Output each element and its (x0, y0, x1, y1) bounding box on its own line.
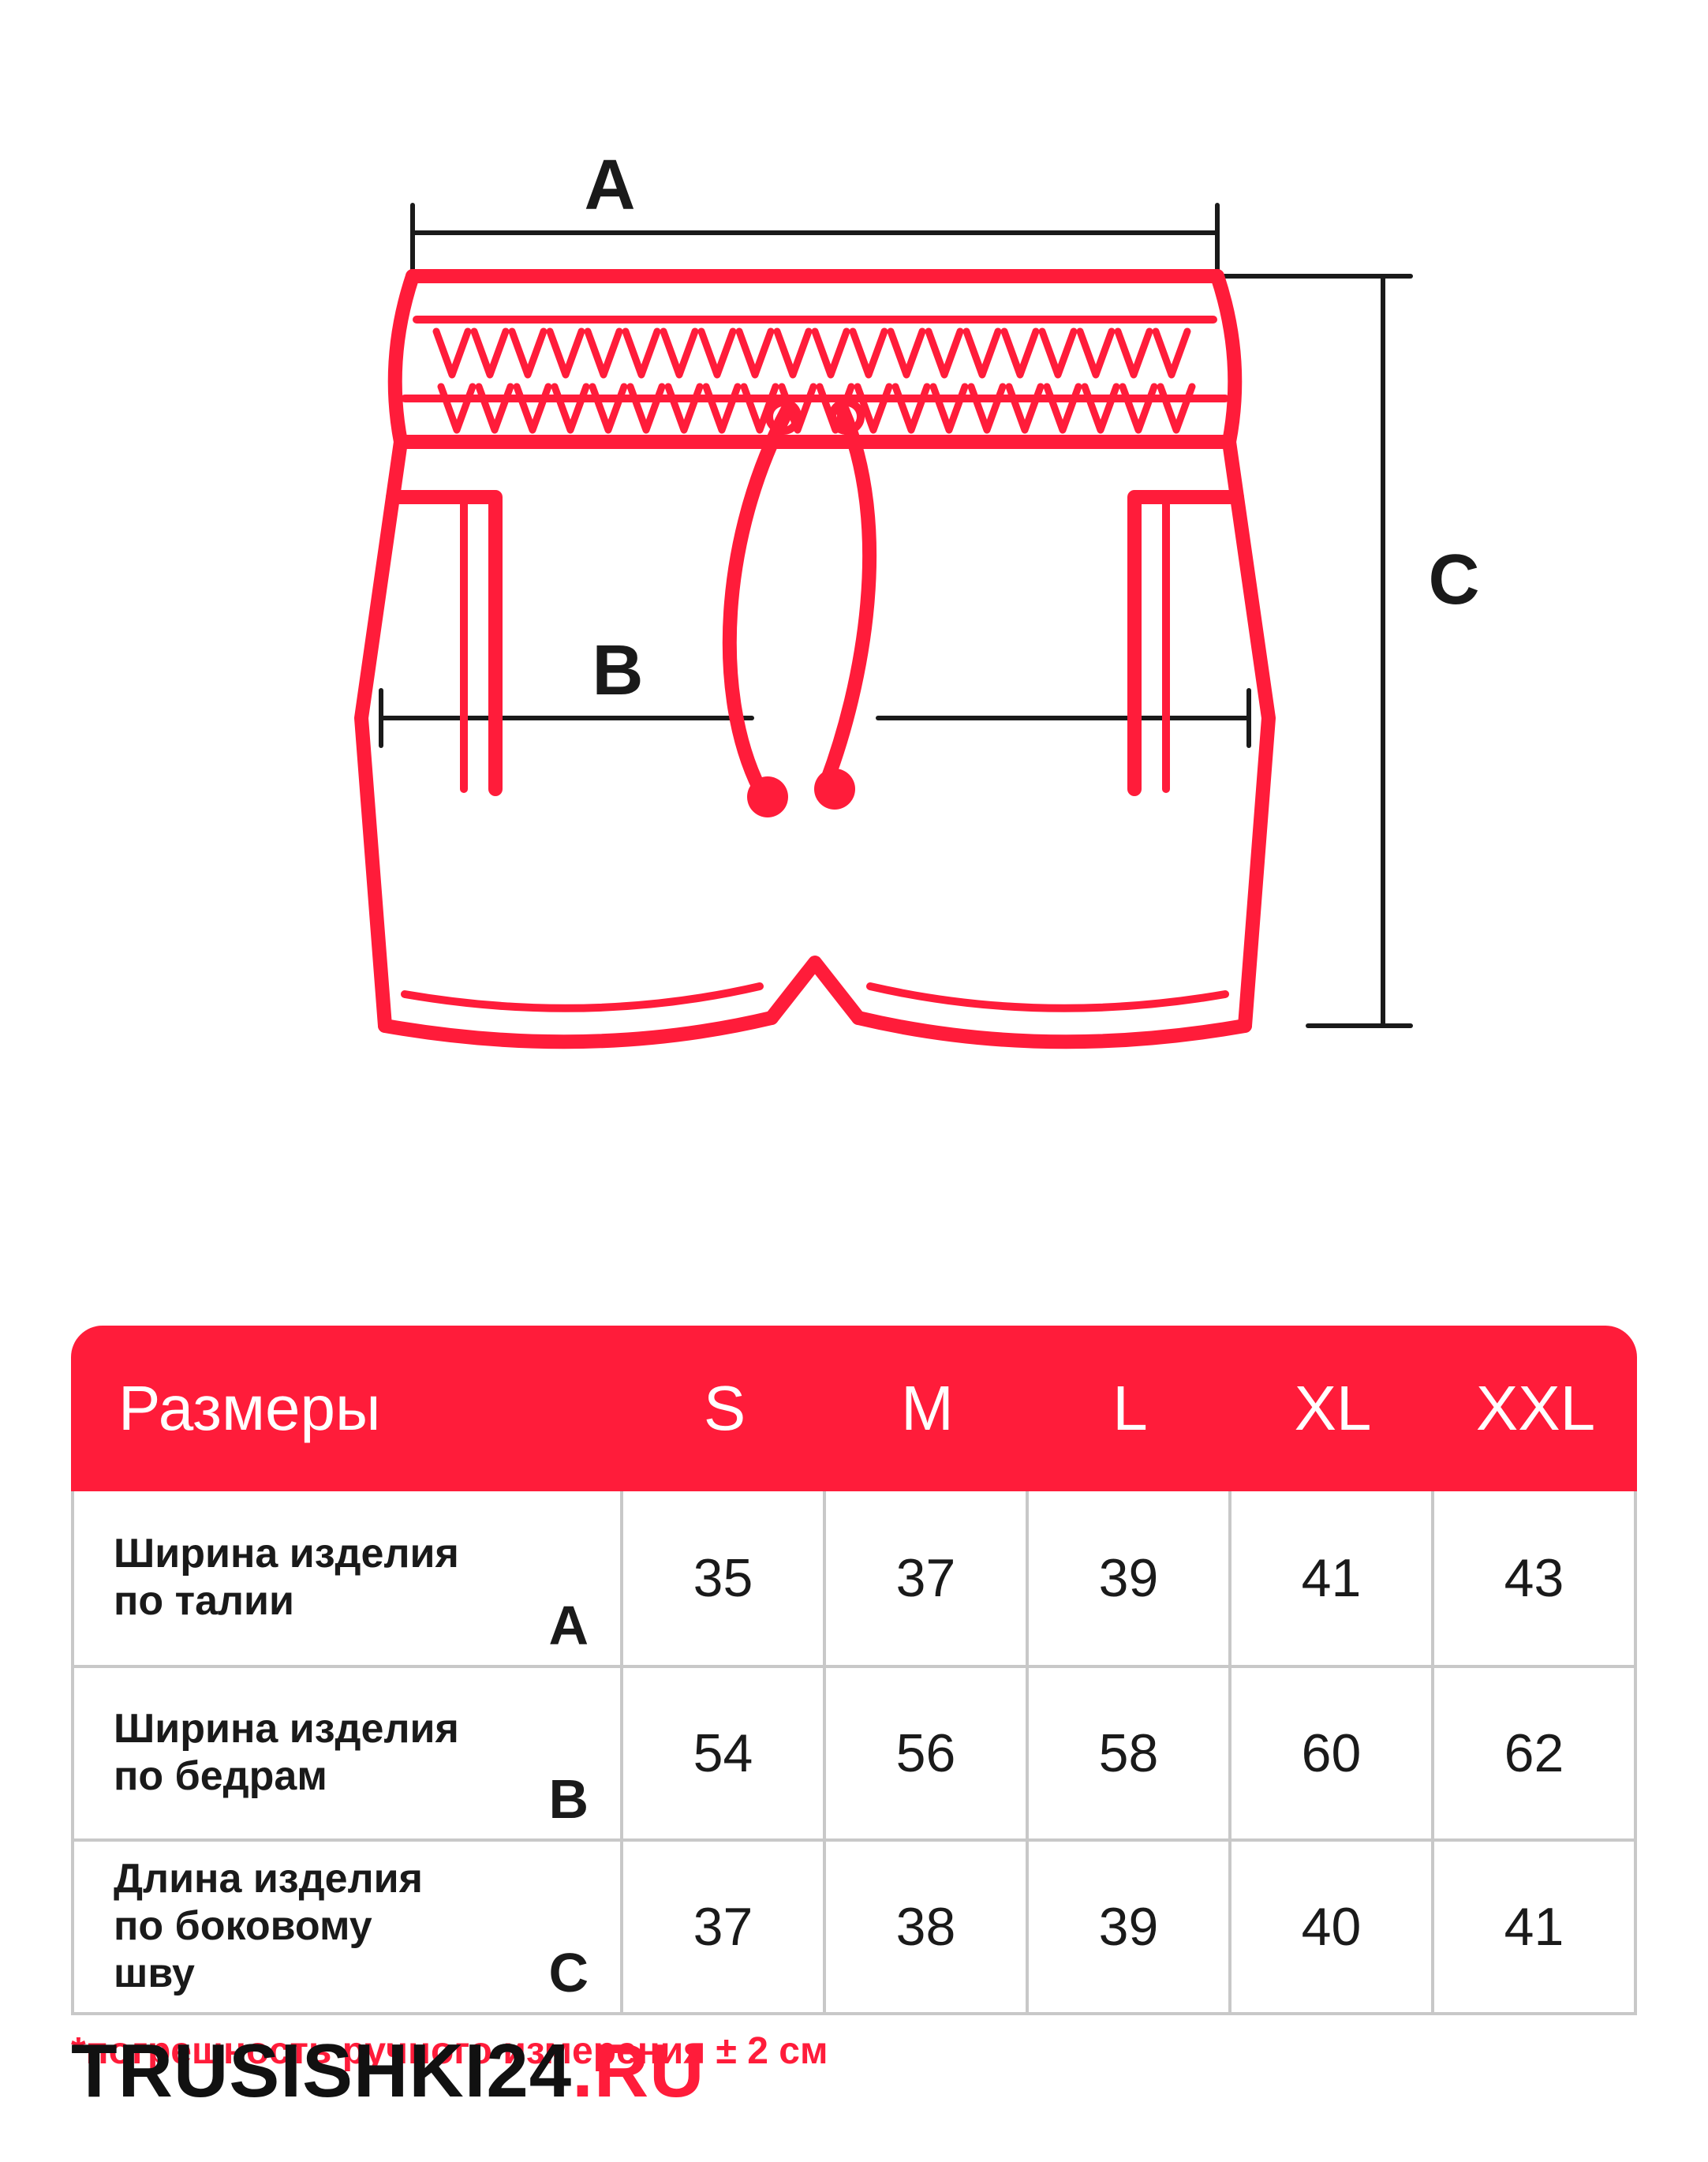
cell: 41 (1434, 1842, 1634, 2012)
cell: 60 (1231, 1668, 1434, 1838)
cell: 41 (1231, 1491, 1434, 1665)
row-label-text: Длина изделия по боковому шву (114, 1856, 589, 1997)
header-size-xxl: XXL (1434, 1372, 1637, 1445)
svg-text:A: A (584, 146, 635, 225)
logo-black: TRUSISHKI24 (71, 2029, 572, 2113)
row-label-a: Ширина изделия по талии A (74, 1491, 623, 1665)
shorts-diagram: A C B (0, 103, 1708, 1168)
shorts-svg: A C B (184, 103, 1525, 1168)
row-label-b: Ширина изделия по бедрам B (74, 1668, 623, 1838)
row-letter: A (548, 1594, 589, 1657)
cell: 35 (623, 1491, 826, 1665)
svg-text:B: B (592, 631, 643, 710)
cell: 62 (1434, 1668, 1634, 1838)
table-row: Длина изделия по боковому шву C 37 38 39… (74, 1838, 1634, 2012)
logo-red: RU (594, 2029, 705, 2113)
header-size-xl: XL (1231, 1372, 1434, 1445)
row-label-text: Ширина изделия по талии (114, 1531, 589, 1625)
table-body: Ширина изделия по талии A 35 37 39 41 43… (71, 1491, 1637, 2015)
brand-logo: TRUSISHKI24.RU (71, 2028, 705, 2115)
logo-dot: . (572, 2029, 594, 2113)
header-size-s: S (623, 1372, 826, 1445)
cell: 39 (1029, 1491, 1231, 1665)
cell: 54 (623, 1668, 826, 1838)
row-letter: B (548, 1767, 589, 1831)
cell: 38 (826, 1842, 1029, 2012)
row-label-text: Ширина изделия по бедрам (114, 1706, 589, 1801)
cell: 56 (826, 1668, 1029, 1838)
header-size-l: L (1029, 1372, 1231, 1445)
cell: 37 (623, 1842, 826, 2012)
cell: 37 (826, 1491, 1029, 1665)
row-label-c: Длина изделия по боковому шву C (74, 1842, 623, 2012)
size-table: Размеры S M L XL XXL Ширина изделия по т… (71, 1326, 1637, 2073)
cell: 39 (1029, 1842, 1231, 2012)
header-sizes-label: Размеры (71, 1372, 623, 1445)
cell: 40 (1231, 1842, 1434, 2012)
table-header-row: Размеры S M L XL XXL (71, 1326, 1637, 1491)
svg-text:C: C (1428, 540, 1479, 619)
table-row: Ширина изделия по талии A 35 37 39 41 43 (74, 1491, 1634, 1665)
table-row: Ширина изделия по бедрам B 54 56 58 60 6… (74, 1665, 1634, 1838)
cell: 58 (1029, 1668, 1231, 1838)
cell: 43 (1434, 1491, 1634, 1665)
row-letter: C (548, 1941, 589, 2004)
header-size-m: M (826, 1372, 1029, 1445)
